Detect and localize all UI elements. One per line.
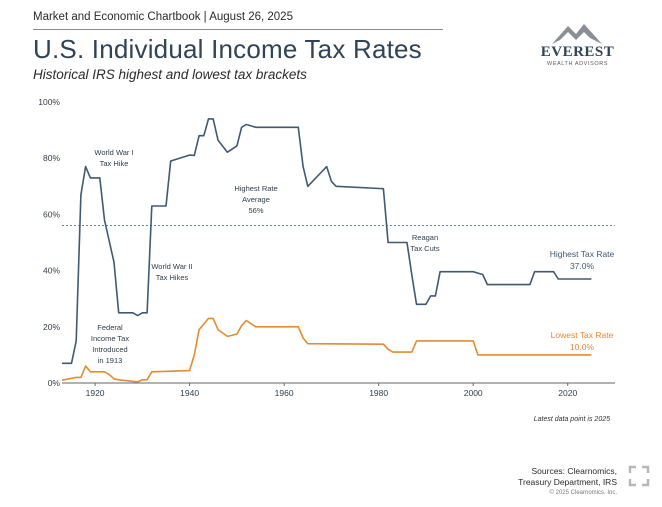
x-tick-label: 1960 xyxy=(275,388,294,398)
y-tick-label: 0% xyxy=(48,378,61,388)
annotation-reagan: Tax Cuts xyxy=(410,244,439,253)
logo-tagline: WEALTH ADVISORS xyxy=(546,61,609,67)
mountain-logo-icon xyxy=(552,24,602,44)
annotation-federal: Income Tax xyxy=(91,334,129,343)
annotation-ww2: World War II xyxy=(151,262,192,271)
highest-series-value: 37.0% xyxy=(570,261,595,271)
copyright: © 2025 Clearnomics, Inc. xyxy=(549,490,617,496)
lowest-series-value: 10.0% xyxy=(570,342,595,352)
annotation-ww1: World War I xyxy=(94,148,133,157)
sources-line-1: Sources: Clearnomics, xyxy=(531,466,617,476)
chartbook-header: Market and Economic Chartbook | August 2… xyxy=(33,11,293,23)
y-tick-label: 100% xyxy=(38,97,60,107)
latest-data-note: Latest data point is 2025 xyxy=(533,416,610,423)
x-tick-label: 2020 xyxy=(558,388,577,398)
x-tick-label: 1920 xyxy=(86,388,105,398)
annotation-ww2: Tax Hikes xyxy=(156,273,189,282)
x-tick-label: 2000 xyxy=(464,388,483,398)
y-tick-label: 80% xyxy=(43,153,60,163)
sources: Sources: Clearnomics, Treasury Departmen… xyxy=(518,466,617,488)
y-tick-label: 40% xyxy=(43,266,60,276)
average-label: Average xyxy=(242,195,270,204)
highest-rate-line xyxy=(62,118,592,365)
page-title: U.S. Individual Income Tax Rates xyxy=(33,34,422,64)
annotation-reagan: Reagan xyxy=(412,233,438,242)
logo-name: EVEREST xyxy=(540,44,615,60)
average-value: 56% xyxy=(248,206,263,215)
average-label: Highest Rate xyxy=(234,184,277,193)
sources-line-2: Treasury Department, IRS xyxy=(518,477,617,487)
highest-series-label: Highest Tax Rate xyxy=(550,249,615,259)
y-tick-label: 60% xyxy=(43,209,60,219)
annotation-federal: in 1913 xyxy=(98,356,123,365)
x-tick-label: 1980 xyxy=(369,388,388,398)
page-subtitle: Historical IRS highest and lowest tax br… xyxy=(33,67,307,82)
header-rule xyxy=(33,29,443,30)
annotation-federal: Introduced xyxy=(92,345,127,354)
expand-icon[interactable] xyxy=(628,465,650,487)
annotation-federal: Federal xyxy=(97,323,123,332)
x-tick-label: 1940 xyxy=(180,388,199,398)
lowest-rate-line xyxy=(61,317,592,383)
y-tick-label: 20% xyxy=(43,322,60,332)
lowest-series-label: Lowest Tax Rate xyxy=(551,330,614,340)
annotation-ww1: Tax Hike xyxy=(100,159,129,168)
